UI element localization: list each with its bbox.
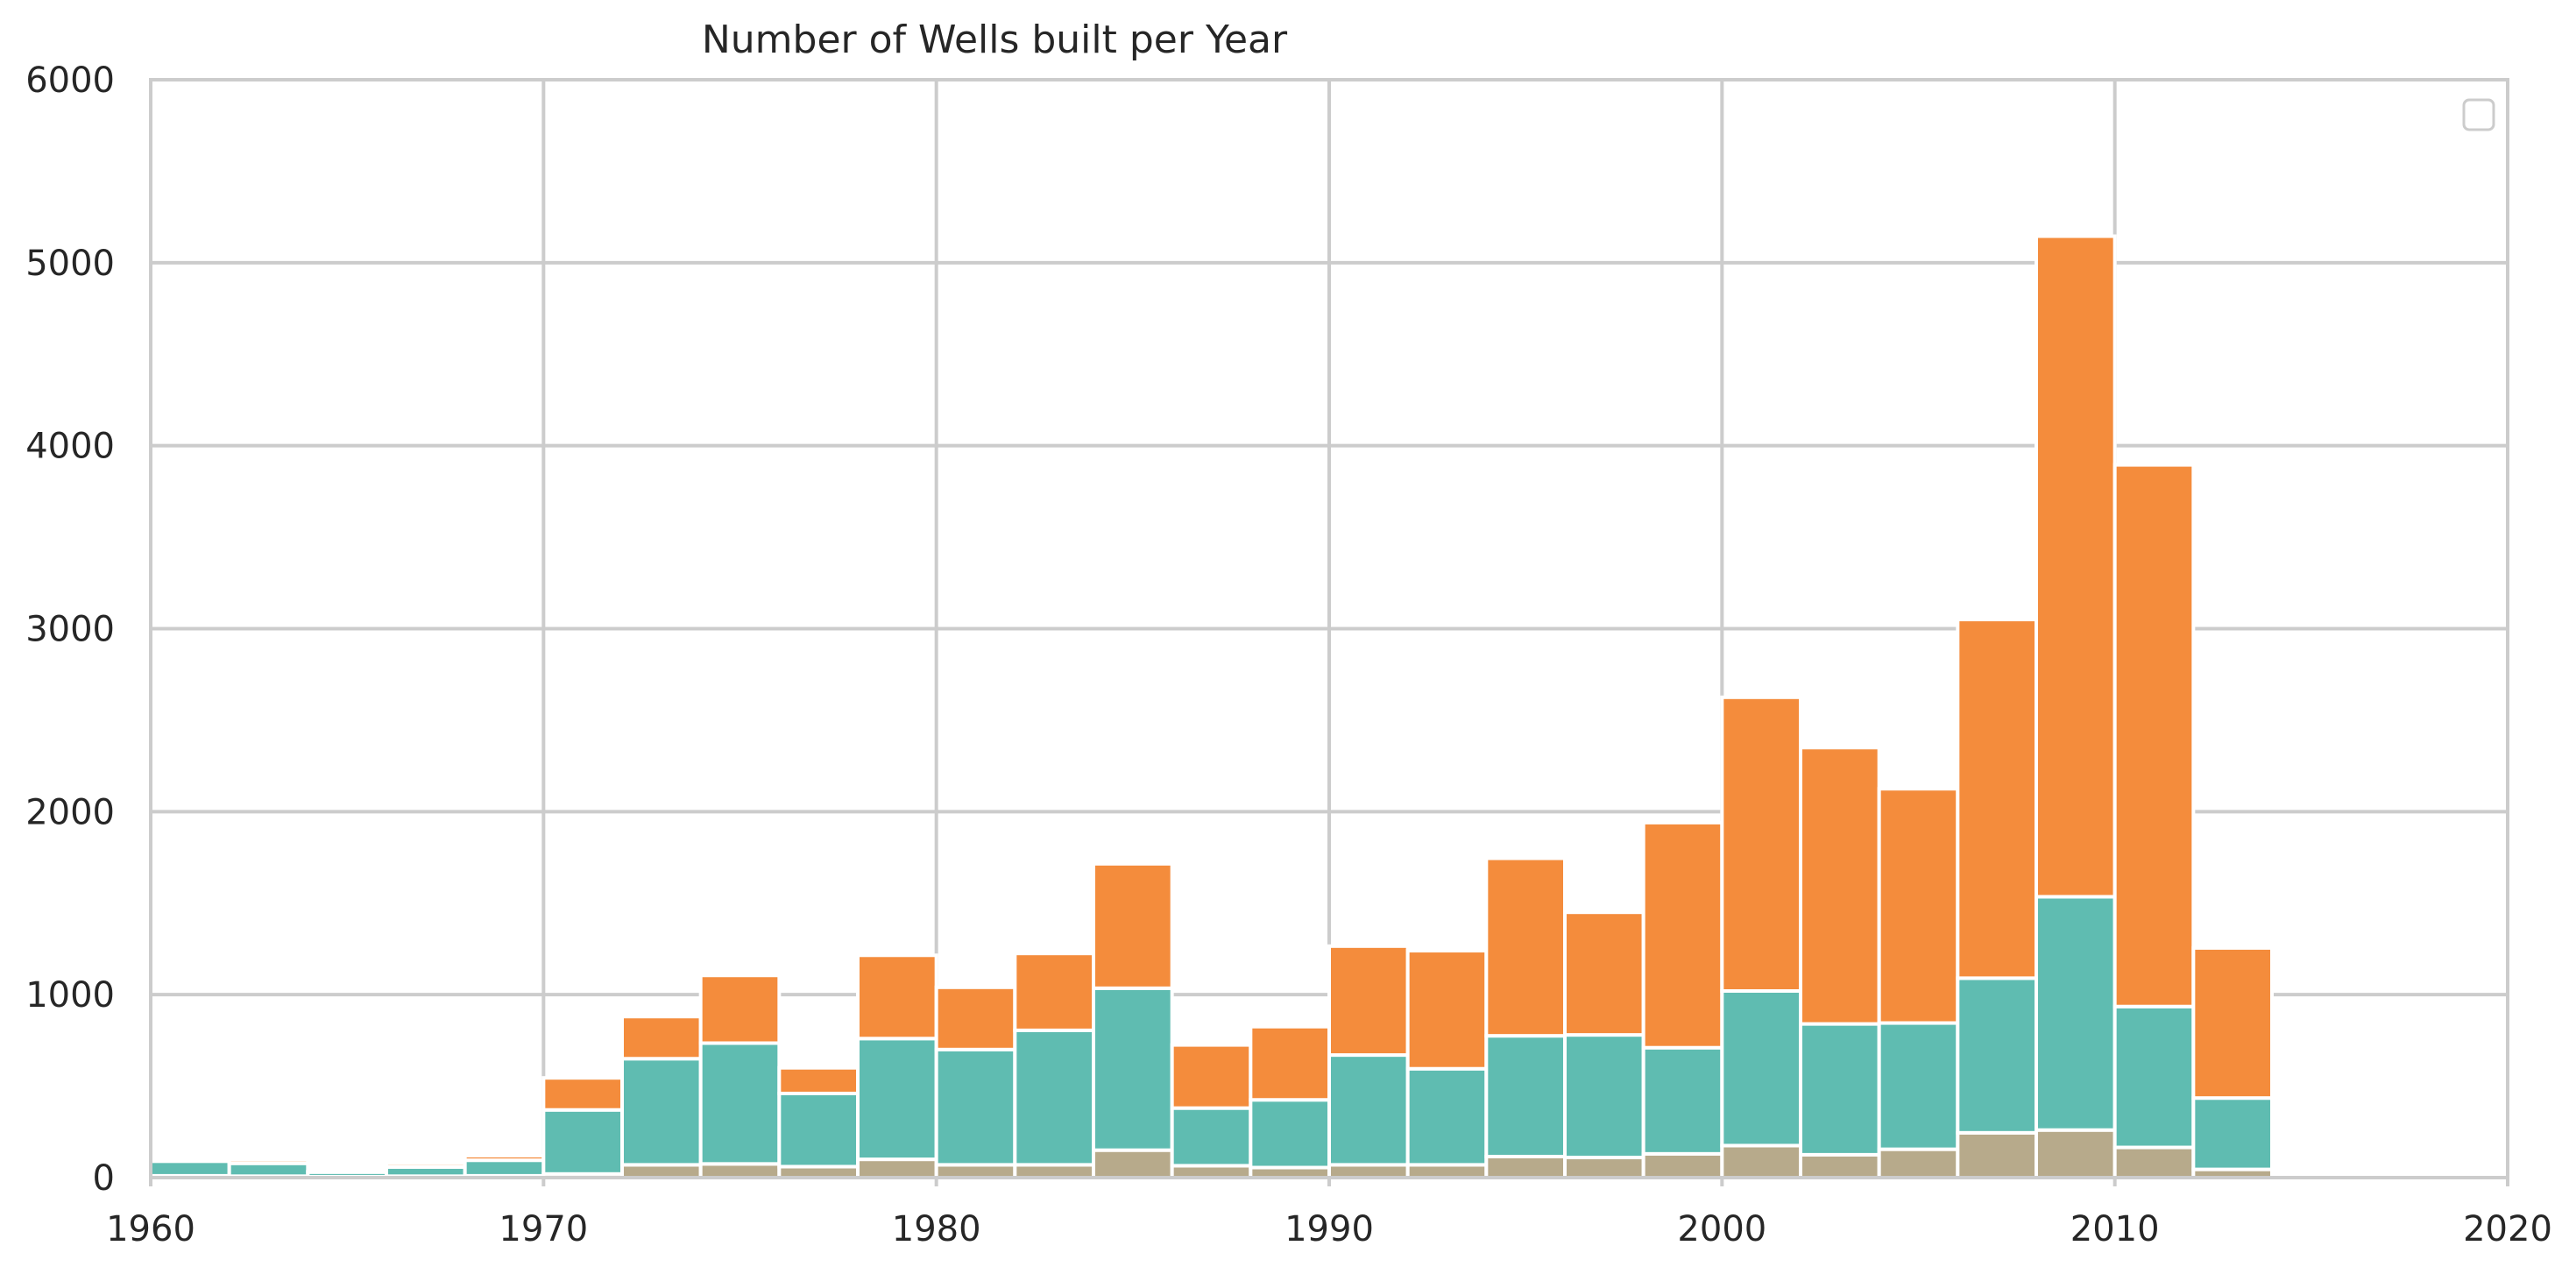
- bar-segment: [698, 1162, 782, 1180]
- bar-segment: [2035, 1128, 2117, 1180]
- bar-segment: [777, 1065, 860, 1095]
- bar-segment: [541, 1076, 624, 1112]
- bar-segment: [1877, 1021, 1960, 1151]
- y-tick-label: 6000: [25, 60, 115, 101]
- bar-segment: [856, 1157, 938, 1180]
- bar-segment: [1484, 1154, 1568, 1179]
- bar-segment: [1170, 1043, 1253, 1110]
- bar-segment: [2035, 234, 2117, 899]
- bar-segment: [463, 1153, 546, 1163]
- bar-segment: [1799, 1022, 1881, 1157]
- bar-segment: [698, 1041, 782, 1166]
- bar-segment: [1484, 1034, 1568, 1158]
- bar-segment: [2191, 945, 2274, 1101]
- bar-segment: [227, 1157, 310, 1165]
- chart-title: Number of Wells built per Year: [702, 18, 1288, 62]
- bar-segment: [149, 1157, 231, 1164]
- bar-segment: [541, 1108, 624, 1176]
- y-tick-label: 4000: [25, 427, 115, 467]
- bar-segment: [2112, 1145, 2196, 1179]
- bar-segment: [227, 1161, 310, 1178]
- bar-segment: [777, 1091, 860, 1169]
- legend-box: [2462, 98, 2495, 131]
- bar-segment: [934, 985, 1017, 1051]
- bar-segment: [1170, 1106, 1253, 1168]
- bar-segment: [1013, 1163, 1096, 1180]
- x-tick-label: 1980: [892, 1209, 981, 1249]
- bar-segment: [1484, 856, 1568, 1038]
- bar-segment: [1327, 944, 1410, 1058]
- bar-segment: [1092, 986, 1174, 1152]
- bar-segment: [1405, 1163, 1489, 1180]
- bar-segment: [1405, 949, 1489, 1071]
- bar-segment: [1956, 1130, 2038, 1179]
- bar-segment: [1092, 1148, 1174, 1180]
- bar-segment: [1720, 1143, 1803, 1180]
- bar-segment: [1563, 1033, 1645, 1160]
- bar-segment: [306, 1170, 389, 1174]
- bar-segment: [620, 1163, 703, 1180]
- bar-segment: [856, 1037, 938, 1162]
- x-tick-label: 2000: [1677, 1209, 1766, 1249]
- bar-segment: [620, 1015, 703, 1061]
- y-tick-label: 5000: [25, 244, 115, 284]
- bar-segment: [1956, 618, 2038, 980]
- bar-segment: [1956, 976, 2038, 1135]
- bar-segment: [1877, 787, 1960, 1025]
- y-tick-label: 2000: [25, 792, 115, 832]
- x-tick-label: 1960: [106, 1209, 195, 1249]
- bar-segment: [698, 973, 782, 1045]
- bar-segment: [463, 1158, 546, 1178]
- bar-segment: [1249, 1024, 1332, 1102]
- bar-segment: [1405, 1066, 1489, 1167]
- bar-segment: [1641, 1045, 1724, 1156]
- bar-segment: [2035, 895, 2117, 1132]
- bar-segment: [1563, 910, 1645, 1037]
- bar-segment: [1641, 820, 1724, 1050]
- stacked-bars: [149, 234, 2274, 1180]
- y-tick-label: 3000: [25, 610, 115, 650]
- bar-segment: [1720, 988, 1803, 1148]
- bar-segment: [934, 1163, 1017, 1180]
- bar-segment: [2112, 463, 2196, 1009]
- bar-segment: [934, 1047, 1017, 1167]
- bar-segment: [1327, 1053, 1410, 1167]
- bar-segment: [856, 953, 938, 1041]
- bar-segment: [2191, 1096, 2274, 1171]
- bar-segment: [1799, 1152, 1881, 1180]
- y-tick-label: 1000: [25, 975, 115, 1016]
- x-tick-label: 1990: [1284, 1209, 1374, 1249]
- bar-segment: [1563, 1156, 1645, 1179]
- bar-segment: [1013, 1028, 1096, 1167]
- x-tick-label: 2010: [2070, 1209, 2160, 1249]
- bar-segment: [1799, 746, 1881, 1026]
- x-axis-ticks: 1960 1970 1980 1990 2000 2010 2020: [106, 1178, 2552, 1249]
- bar-segment: [1013, 952, 1096, 1032]
- y-tick-label: 0: [93, 1158, 115, 1199]
- bar-segment: [620, 1057, 703, 1167]
- bar-segment: [1720, 695, 1803, 993]
- y-axis-ticks: 0 1000 2000 3000 4000 5000 6000: [25, 60, 115, 1199]
- bar-segment: [149, 1159, 231, 1178]
- bar-segment: [385, 1161, 467, 1169]
- bar-segment: [1249, 1098, 1332, 1170]
- bar-segment: [1327, 1163, 1410, 1180]
- x-tick-label: 2020: [2463, 1209, 2552, 1249]
- x-tick-label: 1970: [499, 1209, 588, 1249]
- bar-segment: [2112, 1004, 2196, 1150]
- bar-segment: [1170, 1164, 1253, 1179]
- bar-segment: [1877, 1147, 1960, 1180]
- bar-segment: [1641, 1151, 1724, 1180]
- bar-segment: [1092, 861, 1174, 990]
